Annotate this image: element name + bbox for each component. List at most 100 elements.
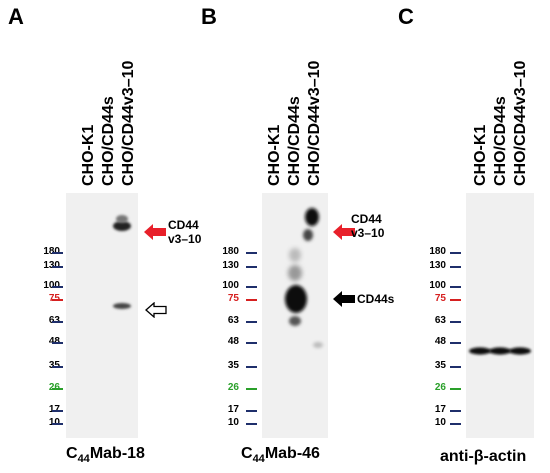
lane-label-c-2: CHO/CD44s: [492, 96, 509, 186]
marker-tick-75: [450, 299, 461, 301]
marker-label-35: 35: [34, 360, 60, 371]
marker-tick-26: [52, 388, 63, 390]
marker-tick-130: [246, 266, 257, 268]
annotation-cd44v3-10-a: CD44 v3–10: [168, 218, 201, 246]
panel-letter-c: C: [398, 4, 414, 29]
lane-label-a-3: CHO/CD44v3–10: [120, 60, 137, 186]
band-actin-lane3: [509, 347, 531, 355]
marker-label-130: 130: [222, 260, 239, 271]
marker-label-17: 17: [227, 404, 239, 415]
lane-label-b-3: CHO/CD44v3–10: [306, 60, 323, 186]
marker-label-130: 130: [429, 260, 446, 271]
blot-bands-c: [469, 347, 531, 355]
blot-membrane-a: [66, 193, 138, 438]
marker-tick-75: [52, 299, 63, 301]
marker-tick-10: [450, 423, 461, 425]
marker-tick-180: [246, 252, 257, 254]
marker-label-10: 10: [34, 417, 60, 428]
marker-tick-100: [450, 286, 461, 288]
marker-tick-48: [450, 342, 461, 344]
marker-label-180: 180: [34, 246, 60, 257]
annotation-line: CD44: [168, 218, 199, 232]
blot-membrane-b: [262, 193, 328, 438]
annotation-line: v3–10: [351, 226, 385, 240]
marker-tick-26: [450, 388, 461, 390]
outline-arrow-a-icon: [145, 302, 167, 318]
marker-tick-48: [246, 342, 257, 344]
marker-label-100: 100: [429, 280, 446, 291]
marker-label-48: 48: [434, 336, 446, 347]
band-cd44v3-10-a: [113, 221, 131, 231]
antibody-prefix: C: [241, 445, 253, 462]
marker-label-17: 17: [434, 404, 446, 415]
marker-tick-180: [52, 252, 63, 254]
annotation-line: v3–10: [168, 232, 202, 246]
annotation-line: CD44s: [357, 292, 395, 306]
marker-label-48: 48: [227, 336, 239, 347]
annotation-line: CD44: [351, 212, 382, 226]
marker-tick-75: [246, 299, 257, 301]
marker-label-75: 75: [34, 293, 60, 304]
marker-tick-100: [246, 286, 257, 288]
blot-bands-a: [113, 215, 131, 309]
band-cd44v3-10-b-tail: [303, 229, 313, 241]
red-arrow-a-icon: [144, 224, 166, 240]
marker-tick-63: [246, 321, 257, 323]
marker-tick-10: [246, 423, 257, 425]
marker-label-63: 63: [434, 315, 446, 326]
antibody-label-b: C44Mab-46: [241, 445, 320, 465]
marker-label-130: 130: [34, 260, 60, 271]
antibody-label-c: anti-β-actin: [440, 448, 527, 465]
marker-label-35: 35: [227, 360, 239, 371]
marker-label-180: 180: [429, 246, 446, 257]
marker-label-75: 75: [227, 293, 239, 304]
marker-tick-63: [450, 321, 461, 323]
blot-membrane-c: [466, 193, 534, 438]
marker-label-100: 100: [222, 280, 239, 291]
panel-letter-b: B: [201, 4, 217, 29]
annotation-cd44v3-10-b: CD44 v3–10: [351, 212, 384, 240]
marker-label-26: 26: [34, 382, 60, 393]
marker-label-63: 63: [227, 315, 239, 326]
marker-label-48: 48: [34, 336, 60, 347]
antibody-suffix: Mab-18: [89, 445, 145, 462]
marker-label-17: 17: [34, 404, 60, 415]
antibody-suffix: Mab-46: [264, 445, 320, 462]
lane-label-a-2: CHO/CD44s: [100, 96, 117, 186]
marker-label-35: 35: [434, 360, 446, 371]
marker-label-26: 26: [227, 382, 239, 393]
band-cd44s-smear-mid: [288, 265, 302, 281]
marker-tick-35: [246, 366, 257, 368]
marker-label-63: 63: [34, 315, 60, 326]
marker-label-10: 10: [434, 417, 446, 428]
marker-tick-17: [52, 410, 63, 412]
panel-letter-a: A: [8, 4, 24, 29]
band-75-a: [113, 303, 131, 309]
lane-label-c-3: CHO/CD44v3–10: [512, 60, 529, 186]
annotation-cd44s-b: CD44s: [357, 292, 394, 306]
marker-tick-130: [52, 266, 63, 268]
marker-tick-35: [52, 366, 63, 368]
marker-label-180: 180: [222, 246, 239, 257]
band-faint-b: [313, 342, 323, 348]
band-cd44v3-10-b: [305, 208, 319, 226]
marker-tick-17: [246, 410, 257, 412]
antibody-label-a: C44Mab-18: [66, 445, 145, 465]
marker-label-26: 26: [434, 382, 446, 393]
marker-tick-63: [52, 321, 63, 323]
marker-tick-35: [450, 366, 461, 368]
band-cd44v3-10-a-smear: [116, 215, 128, 223]
lane-label-b-1: CHO-K1: [266, 124, 283, 186]
marker-tick-17: [450, 410, 461, 412]
blot-bands-b: [285, 208, 323, 348]
red-arrow-b-icon: [333, 224, 355, 240]
lane-label-b-2: CHO/CD44s: [286, 96, 303, 186]
marker-tick-130: [450, 266, 461, 268]
marker-tick-26: [246, 388, 257, 390]
black-arrow-b-icon: [333, 291, 355, 307]
lane-label-a-1: CHO-K1: [80, 124, 97, 186]
band-actin-lane2: [489, 347, 511, 355]
marker-label-75: 75: [434, 293, 446, 304]
marker-label-100: 100: [34, 280, 60, 291]
band-actin-lane1: [469, 347, 491, 355]
